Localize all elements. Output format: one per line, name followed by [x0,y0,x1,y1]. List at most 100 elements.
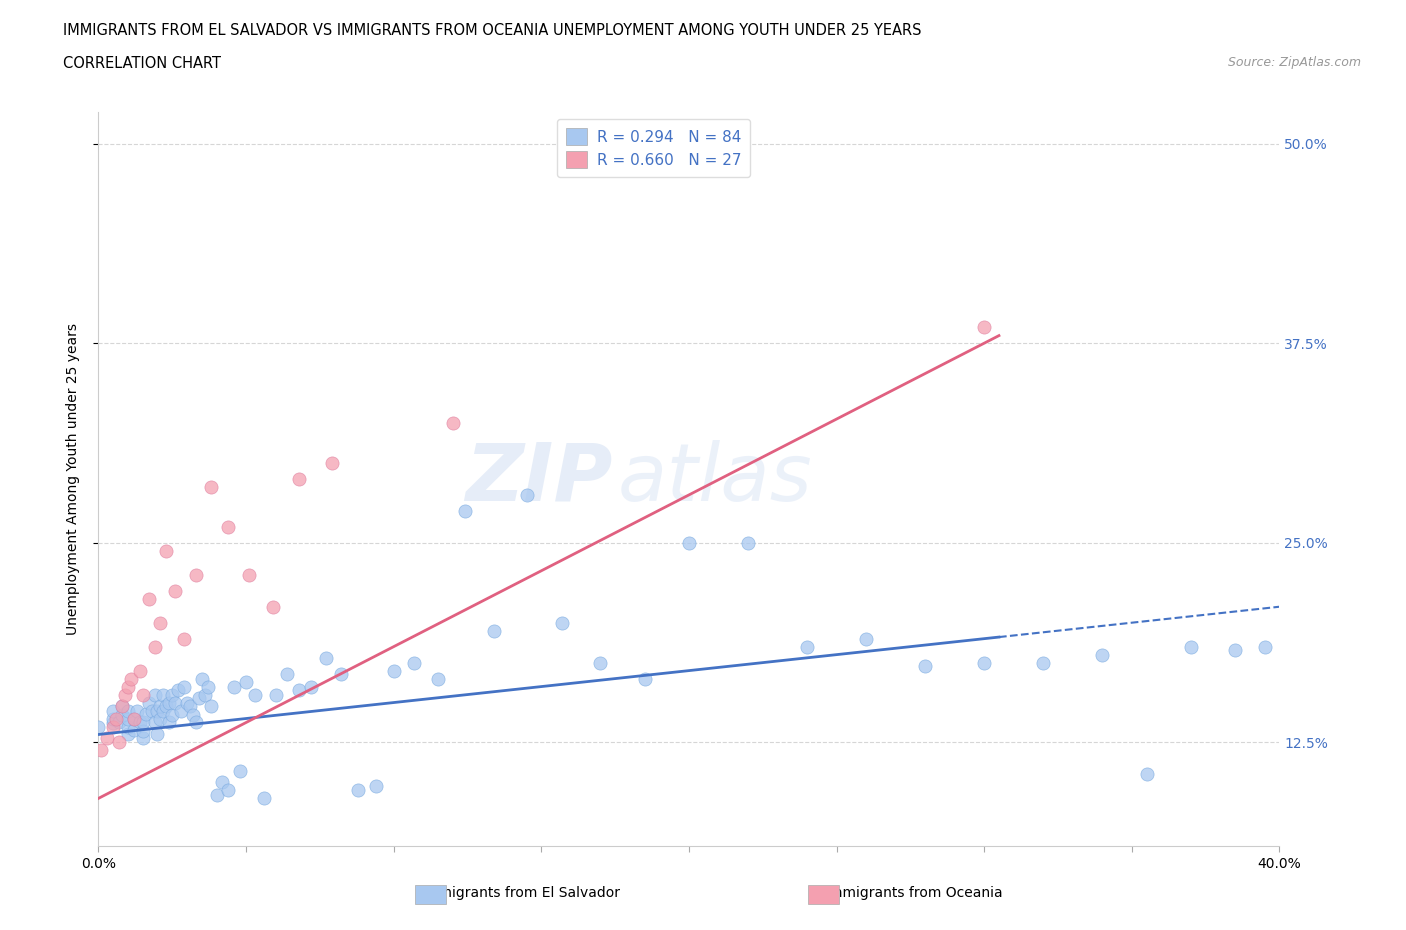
Point [589,656,612,671]
Point [108,714,131,729]
Legend: R = 0.294   N = 84, R = 0.660   N = 27: R = 0.294 N = 84, R = 0.660 N = 27 [557,119,751,177]
Point [155,698,177,713]
Point [181,708,204,723]
Point [157,714,180,729]
Point [364,778,387,793]
Point [973,656,995,671]
Point [149,711,172,726]
Point [167,683,190,698]
Point [132,687,155,702]
Point [157,695,180,710]
Point [914,658,936,673]
Point [111,708,134,723]
Point [253,790,276,805]
Point [152,703,174,718]
Text: ZIP: ZIP [465,440,612,518]
Point [103,719,125,734]
Point [855,631,877,646]
Point [132,724,155,738]
Point [1135,767,1157,782]
Point [138,591,160,606]
Point [184,714,207,729]
Point [382,663,405,678]
Point [179,698,201,713]
Point [1223,643,1246,658]
Point [264,687,287,702]
Point [103,703,125,718]
Point [149,616,172,631]
Point [143,687,166,702]
Point [1032,656,1054,671]
Point [187,690,209,705]
Point [90,743,112,758]
Point [796,639,818,654]
Point [482,623,505,638]
Point [125,703,148,718]
Point [299,679,322,694]
Point [146,703,169,718]
Point [138,695,160,710]
Point [441,416,464,431]
Point [128,663,150,678]
Point [117,727,139,742]
Point [678,536,700,551]
Point [122,711,145,726]
Point [108,735,131,750]
Point [165,583,187,598]
Point [229,764,252,778]
Point [633,671,655,686]
Point [515,487,537,502]
Point [162,687,183,702]
Point [155,543,177,558]
Point [551,616,574,631]
Point [117,711,139,726]
Point [243,687,266,702]
Point [170,703,193,718]
Point [1091,647,1114,662]
Point [200,480,222,495]
Point [105,711,128,726]
Point [103,716,125,731]
Point [347,783,370,798]
Point [132,714,155,729]
Point [404,656,426,671]
Point [973,320,995,335]
Point [1254,639,1277,654]
Point [321,456,343,471]
Point [197,679,219,694]
Point [427,671,450,686]
Point [111,698,134,713]
Text: Source: ZipAtlas.com: Source: ZipAtlas.com [1227,56,1361,69]
Point [288,683,311,698]
Point [146,727,169,742]
Point [194,687,217,702]
Point [162,708,183,723]
Point [87,719,110,734]
Point [737,536,759,551]
Y-axis label: Unemployment Among Youth under 25 years: Unemployment Among Youth under 25 years [66,323,80,635]
Point [117,679,139,694]
Point [173,631,195,646]
Point [235,674,257,689]
Point [238,567,260,582]
Point [132,730,155,745]
Text: CORRELATION CHART: CORRELATION CHART [63,56,221,71]
Point [149,698,172,713]
Point [173,679,195,694]
Point [141,703,163,718]
Point [184,567,207,582]
Point [165,695,187,710]
Point [143,639,166,654]
Point [217,520,239,535]
Point [103,711,125,726]
Point [143,714,166,729]
Text: Immigrants from Oceania: Immigrants from Oceania [825,885,1002,900]
Point [315,650,337,665]
Point [152,687,174,702]
Point [135,706,157,721]
Point [122,711,145,726]
Point [329,667,352,682]
Point [96,730,118,745]
Point [114,687,136,702]
Point [128,714,150,729]
